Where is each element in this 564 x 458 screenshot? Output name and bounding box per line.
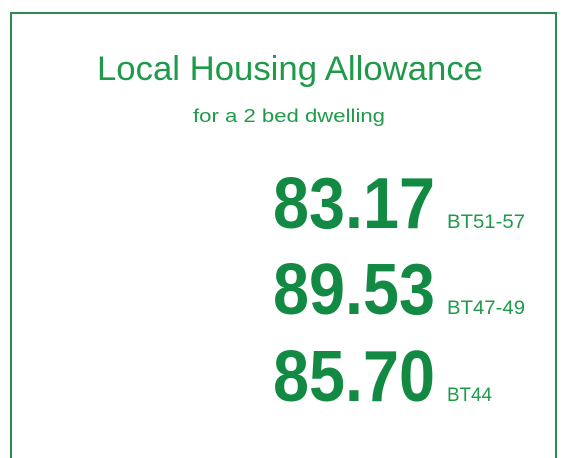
subtitle: for a 2 bed dwelling [193, 106, 385, 126]
area-label: BT51-57 [447, 212, 525, 233]
title: Local Housing Allowance [97, 50, 483, 88]
allowance-value: 89.53 [273, 250, 435, 330]
area-label: BT47-49 [447, 298, 525, 319]
panel-border [10, 12, 557, 458]
area-label: BT44 [447, 385, 492, 406]
rows: 83.17 BT51-57 89.53 BT47-49 85.70 BT44 [273, 164, 525, 417]
allowance-value: 83.17 [273, 164, 435, 244]
allowance-value: 85.70 [273, 337, 435, 417]
